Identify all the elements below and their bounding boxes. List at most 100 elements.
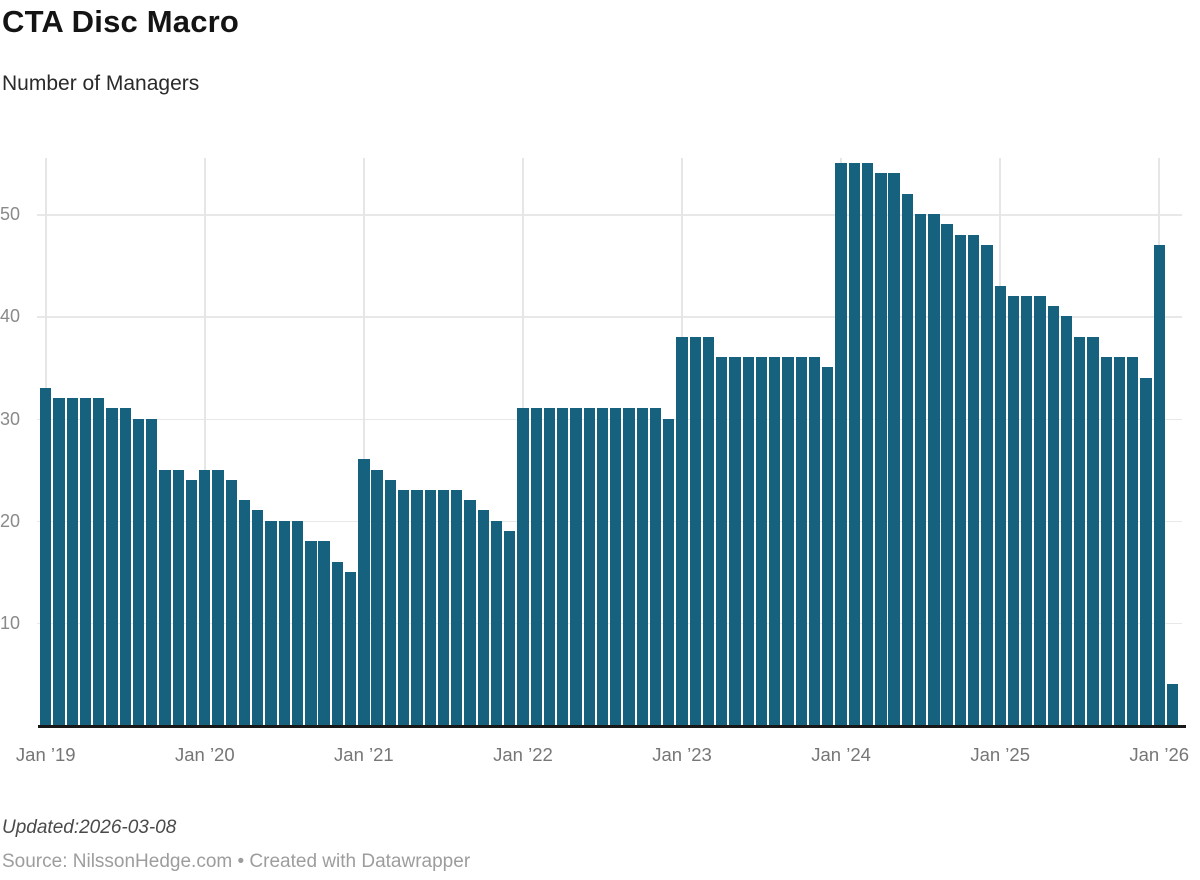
y-axis-tick-label: 50 [0, 204, 21, 225]
bar[interactable] [93, 398, 105, 725]
y-axis-tick-label: 40 [0, 306, 21, 327]
bar[interactable] [981, 244, 993, 725]
bar[interactable] [676, 336, 688, 725]
bar[interactable] [835, 163, 847, 725]
x-axis-line [38, 725, 1186, 728]
bar[interactable] [146, 418, 158, 725]
bar[interactable] [716, 357, 728, 725]
bar[interactable] [451, 490, 463, 725]
bar[interactable] [517, 408, 529, 725]
bar[interactable] [358, 459, 370, 725]
bar[interactable] [1140, 377, 1152, 725]
bar[interactable] [225, 479, 237, 725]
bar[interactable] [1113, 357, 1126, 725]
bar[interactable] [782, 357, 794, 725]
bar[interactable] [1166, 684, 1179, 725]
bar[interactable] [954, 234, 967, 725]
x-axis-tick-label: Jan ’26 [1129, 744, 1190, 765]
bar[interactable] [1100, 357, 1112, 725]
bar[interactable] [318, 541, 330, 725]
bar[interactable] [490, 520, 503, 725]
y-gridline [37, 214, 1182, 216]
bar[interactable] [66, 398, 78, 725]
bar[interactable] [808, 357, 821, 725]
bar[interactable] [901, 193, 914, 725]
bar[interactable] [411, 490, 423, 725]
bar[interactable] [119, 408, 131, 725]
bar[interactable] [172, 469, 184, 725]
bar[interactable] [212, 469, 224, 725]
bar[interactable] [1047, 306, 1059, 725]
bar[interactable] [729, 357, 741, 725]
bar[interactable] [384, 479, 397, 725]
bar[interactable] [914, 214, 927, 725]
bar[interactable] [530, 408, 542, 725]
bar[interactable] [702, 336, 715, 725]
bar[interactable] [610, 408, 622, 725]
chart-title: CTA Disc Macro [2, 4, 240, 39]
bar[interactable] [742, 357, 754, 725]
bar[interactable] [557, 408, 569, 725]
bar[interactable] [291, 520, 304, 725]
y-axis-tick-label: 10 [0, 612, 21, 633]
bar[interactable] [888, 173, 900, 725]
chart-subtitle: Number of Managers [2, 72, 200, 95]
bar[interactable] [596, 408, 609, 725]
bar[interactable] [199, 469, 211, 725]
bar[interactable] [848, 163, 860, 725]
bar[interactable] [464, 500, 476, 725]
bar[interactable] [755, 357, 768, 725]
bar[interactable] [252, 510, 264, 725]
bar[interactable] [570, 408, 582, 725]
bar[interactable] [649, 408, 662, 725]
x-gridline [204, 158, 206, 725]
bar[interactable] [344, 571, 357, 725]
bar[interactable] [941, 224, 953, 725]
bar[interactable] [623, 408, 635, 725]
bar[interactable] [398, 490, 410, 725]
bar[interactable] [238, 500, 251, 725]
bar[interactable] [543, 408, 556, 725]
bar[interactable] [477, 510, 489, 725]
updated-timestamp: Updated:2026-03-08 [2, 817, 177, 838]
bar[interactable] [40, 387, 52, 725]
y-gridline [37, 316, 1182, 318]
bar[interactable] [1060, 316, 1073, 725]
bar[interactable] [265, 520, 277, 725]
bar[interactable] [504, 530, 516, 725]
bar[interactable] [424, 490, 436, 725]
bar[interactable] [132, 418, 145, 725]
bar[interactable] [663, 418, 675, 725]
bar[interactable] [822, 367, 834, 725]
bar[interactable] [106, 408, 118, 725]
bar[interactable] [689, 336, 701, 725]
bar[interactable] [185, 479, 198, 725]
source-attribution: Source: NilssonHedge.com • Created with … [2, 851, 471, 872]
bar[interactable] [1034, 295, 1046, 725]
bar[interactable] [1074, 336, 1086, 725]
bar[interactable] [928, 214, 940, 725]
bar[interactable] [967, 234, 980, 725]
bar[interactable] [305, 541, 317, 725]
bar[interactable] [769, 357, 781, 725]
bar[interactable] [1007, 295, 1020, 725]
bar[interactable] [437, 490, 450, 725]
bar[interactable] [795, 357, 807, 725]
bar[interactable] [1021, 295, 1033, 725]
bar[interactable] [371, 469, 383, 725]
bar[interactable] [1087, 336, 1099, 725]
bar[interactable] [159, 469, 171, 725]
bar[interactable] [875, 173, 887, 725]
bar[interactable] [861, 163, 874, 725]
bar[interactable] [1127, 357, 1139, 725]
bar[interactable] [278, 520, 290, 725]
bar[interactable] [53, 398, 65, 725]
bar[interactable] [636, 408, 648, 725]
x-axis-tick-label: Jan ’24 [811, 744, 871, 765]
bar[interactable] [331, 561, 344, 725]
bar[interactable] [79, 398, 92, 725]
bar[interactable] [1153, 244, 1165, 725]
bar[interactable] [583, 408, 595, 725]
bar[interactable] [994, 285, 1006, 725]
